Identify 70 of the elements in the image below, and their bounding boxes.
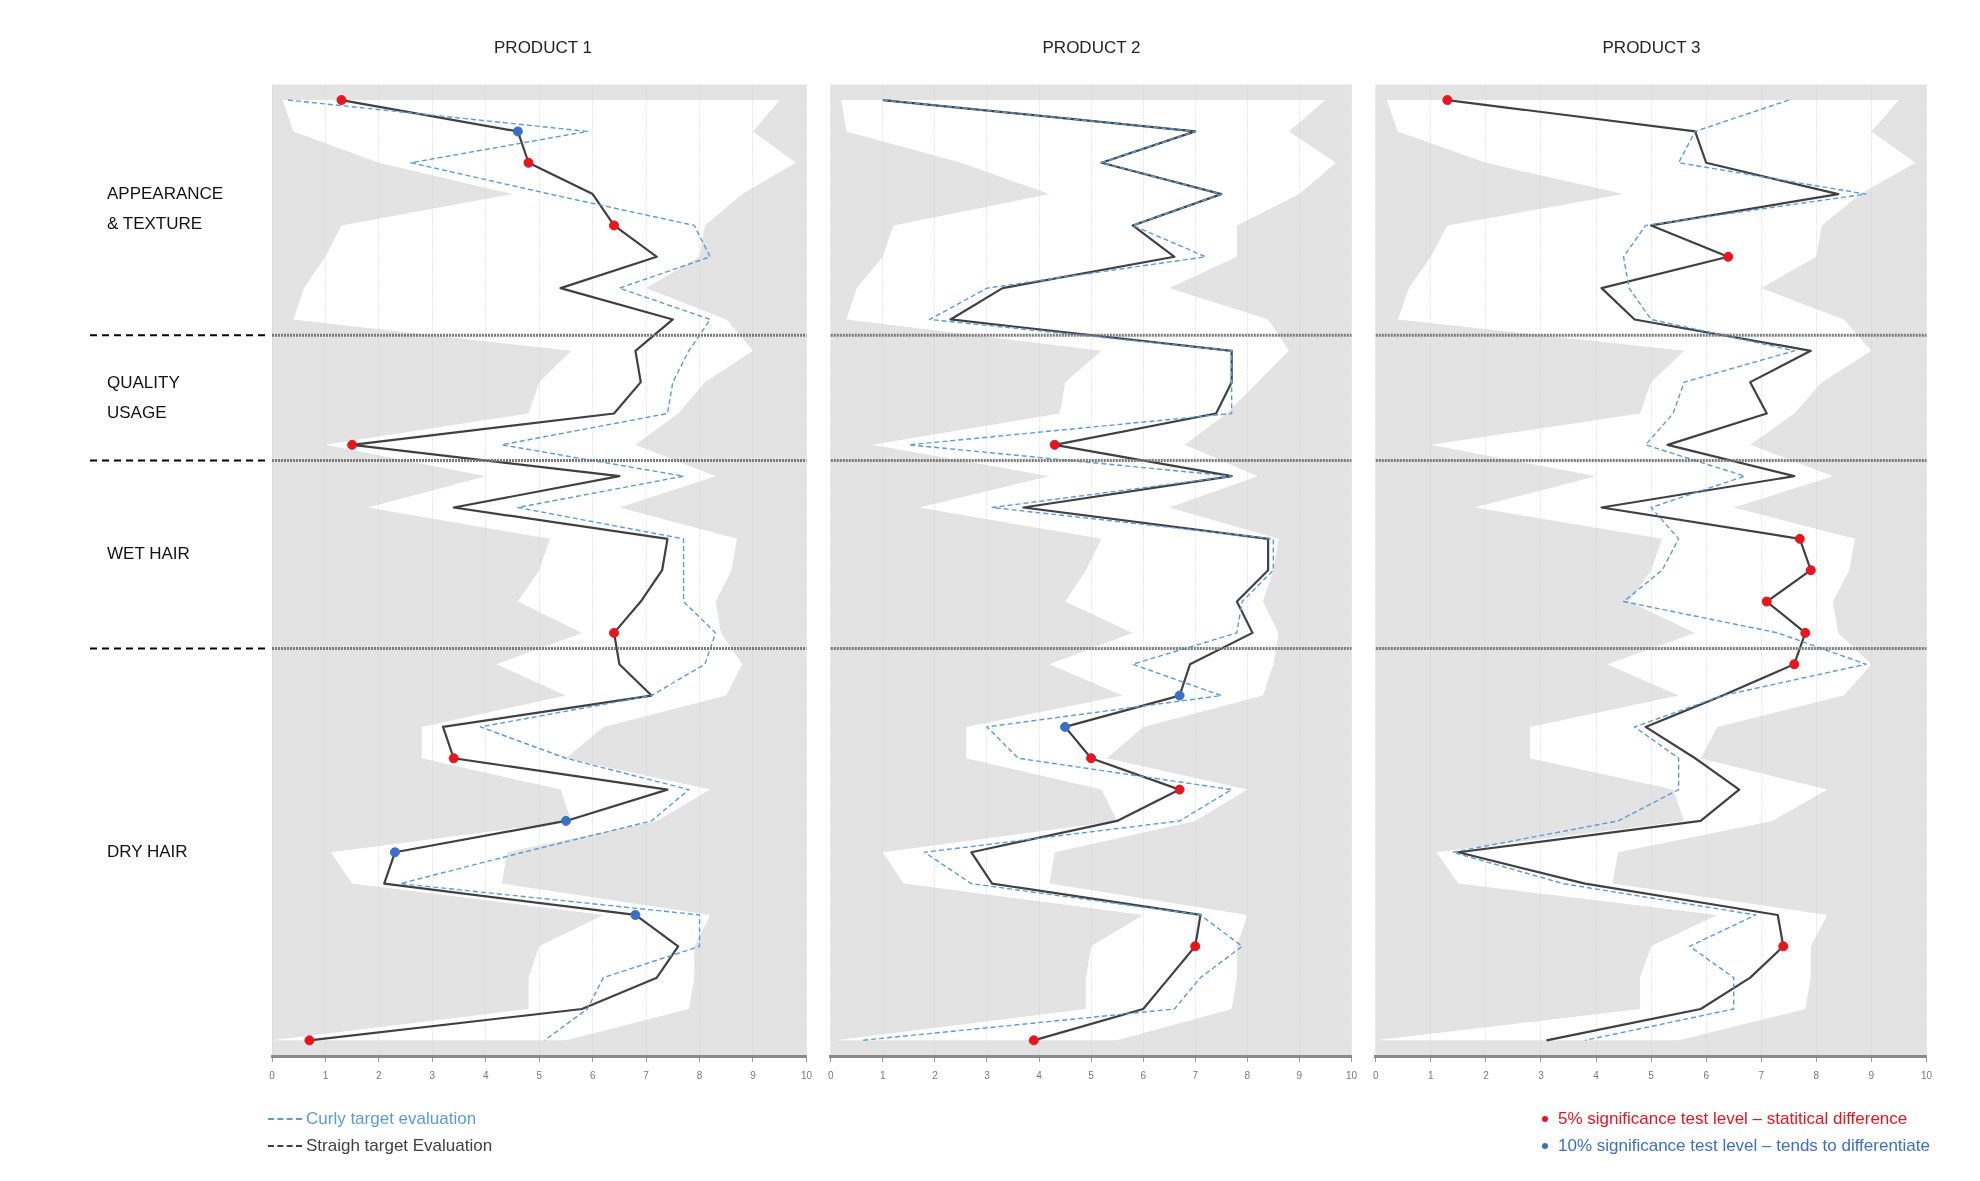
x-tick-label: 2 [932,1069,939,1081]
point [1778,941,1789,952]
legend-label: 5% significance test level – statitical difference [1557,1108,1908,1130]
legend-label: Straigh target Evaluation [306,1135,493,1157]
x-tick-label: 4 [1036,1069,1043,1081]
point [1174,784,1185,795]
x-tick-label: 9 [1868,1069,1875,1081]
x-tick-label: 2 [1483,1069,1490,1081]
x-tick-label: 8 [696,1069,703,1081]
point [1442,95,1453,106]
x-tick-label: 1 [1428,1069,1435,1081]
point [304,1035,315,1046]
x-tick-label: 10 [800,1069,813,1081]
point [389,847,400,858]
point [560,815,571,826]
x-tick-label: 10 [1920,1069,1933,1081]
text: APPEARANCE & TEXTURE [107,184,224,234]
legend-label: Curly target evaluation [306,1108,477,1130]
chart-title: PRODUCT 3 [1602,37,1701,57]
x-tick-label: 0 [1373,1069,1379,1081]
x-tick-label: 4 [482,1069,489,1081]
x-tick-label: 5 [536,1069,543,1081]
point [1789,659,1800,670]
x-tick-label: 8 [1244,1069,1251,1081]
x-tick-label: 9 [750,1069,757,1081]
x-tick-label: 5 [1648,1069,1655,1081]
point [1805,565,1816,576]
point [1086,753,1097,764]
x-tick-label: 3 [429,1069,436,1081]
chart-title: PRODUCT 1 [494,37,592,57]
point [512,126,523,137]
x-tick-label: 2 [376,1069,383,1081]
x-tick-label: 10 [1345,1069,1358,1081]
point [1800,627,1811,638]
point [336,95,347,106]
point [448,753,459,764]
point [347,439,358,450]
point [1060,721,1071,732]
point [1174,690,1185,701]
point [1723,251,1734,262]
point [609,627,620,638]
point [1028,1035,1039,1046]
text: WET HAIR [107,544,190,564]
chart-title: PRODUCT 2 [1042,37,1141,57]
point [1761,596,1772,607]
x-tick-label: 6 [1703,1069,1710,1081]
point [1049,439,1060,450]
point [1190,941,1201,952]
x-tick-label: 3 [984,1069,991,1081]
x-tick-label: 7 [1758,1069,1765,1081]
x-tick-label: 7 [643,1069,650,1081]
point [1794,533,1805,544]
x-tick-label: 8 [1813,1069,1820,1081]
x-tick-label: 3 [1538,1069,1545,1081]
legend-label: 10% significance test level – tends to differentiate [1557,1135,1930,1157]
x-tick-label: 9 [1296,1069,1303,1081]
point [630,909,641,920]
x-tick-label: 0 [828,1069,834,1081]
x-tick-label: 6 [589,1069,596,1081]
point [523,157,534,168]
x-tick-label: 6 [1140,1069,1147,1081]
x-tick-label: 4 [1593,1069,1600,1081]
text: QUALITY USAGE [107,372,180,422]
x-tick-label: 7 [1192,1069,1199,1081]
x-tick-label: 0 [269,1069,276,1081]
x-tick-label: 1 [880,1069,887,1081]
point [609,220,620,231]
text: DRY HAIR [107,841,188,861]
x-tick-label: 1 [322,1069,329,1081]
x-tick-label: 5 [1088,1069,1095,1081]
